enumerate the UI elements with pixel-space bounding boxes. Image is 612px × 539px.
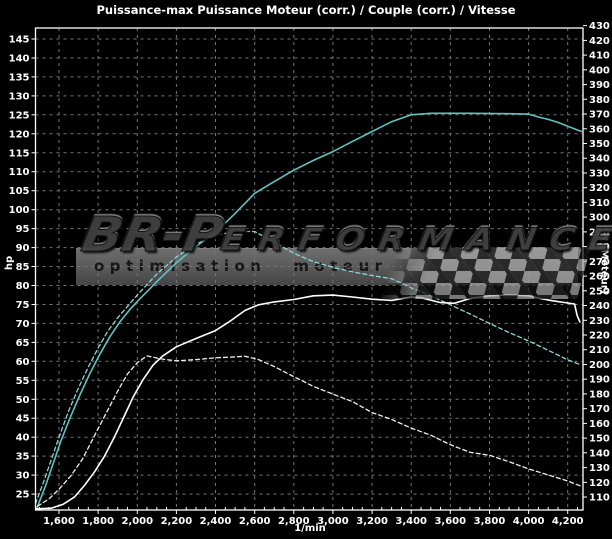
left-tick-label: 60 — [16, 357, 30, 368]
series-puissance-moteur — [34, 230, 583, 505]
x-tick-label: 3,800 — [474, 516, 506, 527]
watermark-tagline: optimisation moteur — [94, 257, 388, 275]
axis-ticks — [31, 25, 587, 514]
right-tick-label: 260 — [589, 272, 610, 283]
x-tick-label: 1,800 — [82, 516, 114, 527]
right-tick-label: 300 — [589, 213, 610, 224]
left-tick-label: 55 — [16, 376, 30, 387]
watermark-brand: BR-P ERFORMANCE — [77, 206, 612, 263]
series-curves — [34, 112, 583, 511]
right-tick-label: 380 — [589, 95, 610, 106]
x-tick-label: 1,600 — [43, 516, 75, 527]
right-tick-label: 120 — [589, 478, 610, 489]
left-tick-label: 80 — [16, 281, 30, 292]
x-tick-label: 4,000 — [513, 516, 545, 527]
x-axis-title: 1/min — [294, 523, 326, 534]
left-tick-label: 25 — [16, 490, 30, 501]
right-tick-label: 230 — [589, 316, 610, 327]
left-tick-label: 75 — [16, 300, 30, 311]
right-tick-label: 250 — [589, 286, 610, 297]
left-tick-label: 145 — [9, 35, 30, 46]
right-tick-label: 280 — [589, 242, 610, 253]
right-tick-label: 360 — [589, 124, 610, 135]
right-tick-label: 350 — [589, 139, 610, 150]
right-tick-label: 340 — [589, 154, 610, 165]
right-tick-label: 220 — [589, 331, 610, 342]
right-tick-label: 370 — [589, 110, 610, 121]
right-tick-label: 400 — [589, 65, 610, 76]
watermark-brand-suffix: ERFORMANCE — [217, 221, 612, 258]
left-tick-label: 70 — [16, 319, 30, 330]
axis-tick-labels: 1,600 1,800 2,000 2,200 2,400 2,600 2,800 3,000… — [9, 21, 610, 527]
x-tick-label: 3,000 — [317, 516, 349, 527]
right-tick-label: 180 — [589, 389, 610, 400]
left-tick-label: 120 — [9, 129, 30, 140]
left-tick-label: 110 — [9, 167, 30, 178]
left-tick-label: 35 — [16, 452, 30, 463]
left-tick-label: 115 — [9, 148, 30, 159]
x-tick-label: 2,800 — [278, 516, 310, 527]
x-tick-label: 3,400 — [395, 516, 427, 527]
right-tick-label: 140 — [589, 448, 610, 459]
left-tick-label: 40 — [16, 433, 30, 444]
right-tick-label: 190 — [589, 375, 610, 386]
x-tick-label: 4,200 — [552, 516, 584, 527]
left-tick-label: 135 — [9, 72, 30, 83]
series-puissance-moteur-corr- — [35, 112, 583, 511]
left-tick-label: 105 — [9, 186, 30, 197]
right-tick-label: 430 — [589, 21, 610, 32]
left-tick-label: 130 — [9, 91, 30, 102]
left-tick-label: 125 — [9, 110, 30, 121]
right-tick-label: 420 — [589, 36, 610, 47]
x-tick-label: 2,200 — [161, 516, 193, 527]
right-tick-label: 170 — [589, 404, 610, 415]
right-tick-label: 320 — [589, 183, 610, 194]
left-tick-label: 30 — [16, 471, 30, 482]
right-tick-label: 130 — [589, 463, 610, 474]
x-tick-label: 3,600 — [434, 516, 466, 527]
chart-title: Puissance-max Puissance Moteur (corr.) /… — [96, 3, 516, 17]
right-tick-label: 310 — [589, 198, 610, 209]
left-tick-label: 140 — [9, 54, 30, 65]
x-tick-label: 3,200 — [356, 516, 388, 527]
right-tick-label: 200 — [589, 360, 610, 371]
right-tick-label: 150 — [589, 434, 610, 445]
left-tick-label: 85 — [16, 262, 30, 273]
series-couple — [36, 355, 583, 507]
left-axis-title: hp — [4, 255, 15, 271]
left-tick-label: 65 — [16, 338, 30, 349]
left-tick-label: 100 — [9, 205, 30, 216]
right-tick-label: 240 — [589, 301, 610, 312]
right-tick-label: 390 — [589, 80, 610, 91]
right-tick-label: 110 — [589, 493, 610, 504]
left-tick-label: 95 — [16, 224, 30, 235]
x-tick-label: 2,400 — [200, 516, 232, 527]
right-tick-label: 290 — [589, 227, 610, 238]
right-tick-label: 160 — [589, 419, 610, 430]
right-tick-label: 410 — [589, 51, 610, 62]
right-tick-label: 210 — [589, 345, 610, 356]
right-tick-label: 330 — [589, 169, 610, 180]
left-tick-label: 90 — [16, 243, 30, 254]
left-tick-label: 50 — [16, 395, 30, 406]
right-tick-label: 270 — [589, 257, 610, 268]
left-tick-label: 45 — [16, 414, 30, 425]
x-tick-label: 2,600 — [239, 516, 271, 527]
watermark-brand-prefix: BR-P — [77, 206, 228, 263]
x-tick-label: 2,000 — [121, 516, 153, 527]
